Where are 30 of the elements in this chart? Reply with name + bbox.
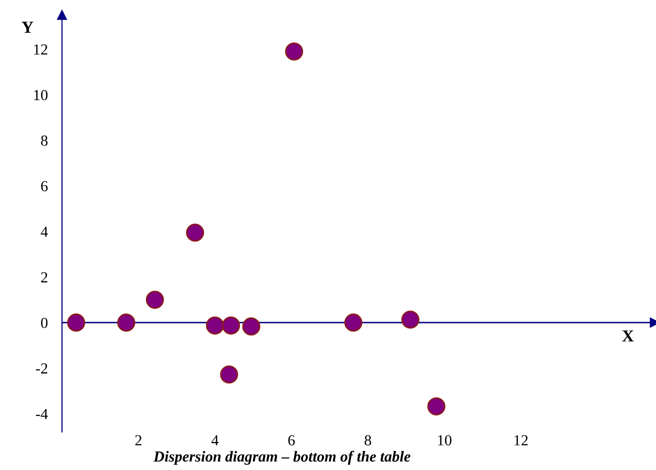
y-tick-label: 12	[34, 44, 48, 55]
point	[242, 317, 260, 336]
x-tick-label: 6	[288, 435, 295, 446]
point	[146, 290, 164, 309]
point	[344, 314, 362, 332]
y-tick-label: 6	[41, 181, 48, 192]
y-tick-label: -2	[36, 363, 48, 374]
point	[206, 316, 224, 335]
x-axis-title: X	[622, 330, 634, 342]
y-tick-label: 4	[40, 226, 48, 237]
x-tick-label: 10	[438, 435, 452, 446]
point	[117, 314, 136, 332]
point	[222, 316, 240, 335]
y-tick-label: 2	[41, 272, 48, 282]
y-tick-label: 8	[41, 135, 48, 146]
y-tick-label: -4	[36, 408, 48, 420]
x-tick-label: 4	[211, 435, 219, 446]
point	[427, 397, 446, 416]
y-axis-title: Y	[22, 22, 34, 33]
x-tick-label: 8	[364, 435, 372, 446]
x-tick-label: 12	[514, 435, 528, 446]
point	[67, 314, 86, 332]
y-tick-label: 0	[41, 318, 48, 328]
y-tick-label: 10	[34, 90, 48, 100]
point	[401, 310, 420, 329]
point	[220, 365, 238, 384]
point	[186, 224, 204, 242]
x-tick-label: 2	[135, 435, 142, 446]
point	[285, 42, 304, 61]
text: Dispersion diagram – bottom of the table	[153, 450, 410, 465]
